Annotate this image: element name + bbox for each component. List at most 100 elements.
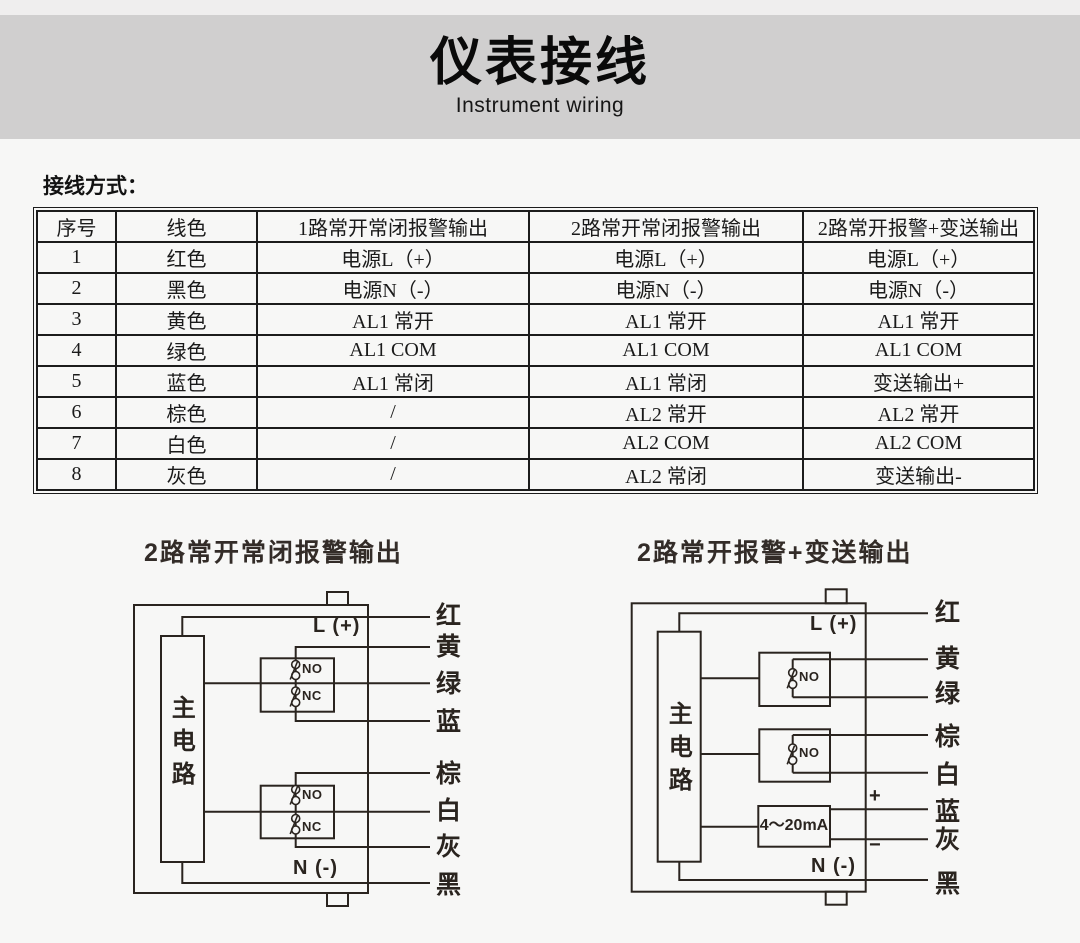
page-banner: 仪表接线 Instrument wiring [0, 15, 1080, 139]
table-cell: AL2 常开 [528, 396, 804, 429]
table-cell: 变送输出- [802, 458, 1035, 491]
left-main-circuit-label: 主电路 [167, 695, 195, 794]
left-l-plus-label: L (+) [313, 615, 361, 637]
table-cell: AL2 COM [802, 427, 1035, 460]
table-cell: 电源N（-） [802, 272, 1035, 305]
table-cell: 1 [36, 241, 117, 274]
table-cell: 电源N（-） [528, 272, 804, 305]
right-l-plus-label: L (+) [810, 613, 858, 635]
table-cell: 绿色 [115, 334, 258, 367]
table-cell: / [256, 427, 530, 460]
right-n-minus-label: N (-) [811, 855, 856, 877]
table-cell: AL1 常开 [802, 303, 1035, 336]
table-cell: 电源L（+） [256, 241, 530, 274]
wiring-table: 序号 线色 1路常开常闭报警输出 2路常开常闭报警输出 2路常开报警+变送输出 1 红色电… [36, 210, 1035, 491]
transmitter-4-20ma-label: 4～20mA [759, 817, 829, 835]
table-cell: 黑色 [115, 272, 258, 305]
table-header-cell: 序号 [36, 210, 117, 243]
table-cell: 8 [36, 458, 117, 491]
table-row: 8 灰色 / AL2 常闭 变送输出- [36, 458, 1035, 491]
table-cell: 红色 [115, 241, 258, 274]
right-relay1-no-label: NO [799, 669, 820, 684]
table-cell: AL2 常开 [802, 396, 1035, 429]
wire-label: 白 [436, 797, 462, 825]
table-header-cell: 线色 [115, 210, 258, 243]
table-cell: 变送输出+ [802, 365, 1035, 398]
table-cell: 电源N（-） [256, 272, 530, 305]
left-relay1-nc-label: NC [302, 688, 322, 703]
left-relay2-no-label: NO [302, 787, 323, 802]
table-header-cell: 2路常开报警+变送输出 [802, 210, 1035, 243]
right-relay2-no-label: NO [799, 745, 820, 760]
left-diagram [133, 591, 430, 907]
page-subtitle: Instrument wiring [455, 94, 625, 117]
wire-label: 绿 [436, 670, 462, 698]
table-cell: 黄色 [115, 303, 258, 336]
table-row: 5 蓝色 AL1 常闭 AL1 常闭 变送输出+ [36, 365, 1035, 398]
left-diagram-title: 2路常开常闭报警输出 [144, 539, 403, 567]
wire-label: 棕 [436, 760, 462, 788]
table-body: 1 红色 电源L（+） 电源L（+） 电源L（+） 2 黑色 电源N（-） 电源N（-） 电源N（… [36, 241, 1035, 491]
wire-label: 黄 [436, 633, 462, 661]
table-cell: AL1 常闭 [256, 365, 530, 398]
table-cell: AL2 COM [528, 427, 804, 460]
table-row: 6 棕色 / AL2 常开 AL2 常开 [36, 396, 1035, 429]
table-cell: 4 [36, 334, 117, 367]
table-cell: / [256, 458, 530, 491]
plus-sign: + [869, 785, 881, 807]
table-cell: AL1 常闭 [528, 365, 804, 398]
wire-label: 黄 [935, 645, 961, 673]
wire-label: 蓝 [935, 798, 961, 826]
table-cell: AL1 常开 [256, 303, 530, 336]
table-cell: AL2 常闭 [528, 458, 804, 491]
right-main-circuit-label: 主电路 [664, 701, 692, 800]
table-cell: 7 [36, 427, 117, 460]
table-row: 7 白色 / AL2 COM AL2 COM [36, 427, 1035, 460]
table-cell: / [256, 396, 530, 429]
table-cell: 电源L（+） [802, 241, 1035, 274]
relay-contacts-left [289, 659, 301, 835]
table-cell: 棕色 [115, 396, 258, 429]
table-cell: AL1 常开 [528, 303, 804, 336]
wire-label: 白 [935, 761, 961, 789]
wire-label: 蓝 [436, 708, 462, 736]
wire-label: 红 [935, 599, 961, 627]
top-strip [0, 0, 1080, 15]
table-cell: 电源L（+） [528, 241, 804, 274]
table-cell: 3 [36, 303, 117, 336]
right-diagram-title: 2路常开报警+变送输出 [637, 539, 913, 567]
wire-label: 灰 [935, 826, 961, 854]
table-header-row: 序号 线色 1路常开常闭报警输出 2路常开常闭报警输出 2路常开报警+变送输出 [36, 210, 1035, 243]
left-n-minus-label: N (-) [293, 857, 338, 879]
relay-contacts-right [786, 667, 798, 766]
wire-label: 黑 [436, 871, 462, 899]
left-relay2-nc-label: NC [302, 819, 322, 834]
table-cell: AL1 COM [528, 334, 804, 367]
wiring-table-wrap: 序号 线色 1路常开常闭报警输出 2路常开常闭报警输出 2路常开报警+变送输出 1 红色电… [33, 207, 1038, 494]
wire-label: 绿 [935, 680, 961, 708]
table-row: 3 黄色 AL1 常开 AL1 常开 AL1 常开 [36, 303, 1035, 336]
page-title: 仪表接线 [429, 34, 650, 92]
table-cell: 白色 [115, 427, 258, 460]
table-cell: 2 [36, 272, 117, 305]
wire-label: 黑 [935, 870, 961, 898]
table-row: 4 绿色 AL1 COM AL1 COM AL1 COM [36, 334, 1035, 367]
table-header-cell: 1路常开常闭报警输出 [256, 210, 530, 243]
section-label: 接线方式： [43, 174, 148, 198]
table-cell: 5 [36, 365, 117, 398]
table-cell: 蓝色 [115, 365, 258, 398]
table-cell: 6 [36, 396, 117, 429]
table-header-cell: 2路常开常闭报警输出 [528, 210, 804, 243]
right-diagram [630, 588, 928, 906]
wire-label: 灰 [436, 833, 462, 861]
table-cell: AL1 COM [256, 334, 530, 367]
table-cell: AL1 COM [802, 334, 1035, 367]
wire-label: 红 [436, 602, 462, 630]
table-cell: 灰色 [115, 458, 258, 491]
table-row: 1 红色 电源L（+） 电源L（+） 电源L（+） [36, 241, 1035, 274]
wire-label: 棕 [935, 723, 961, 751]
minus-sign: − [869, 834, 881, 856]
table-row: 2 黑色 电源N（-） 电源N（-） 电源N（-） [36, 272, 1035, 305]
